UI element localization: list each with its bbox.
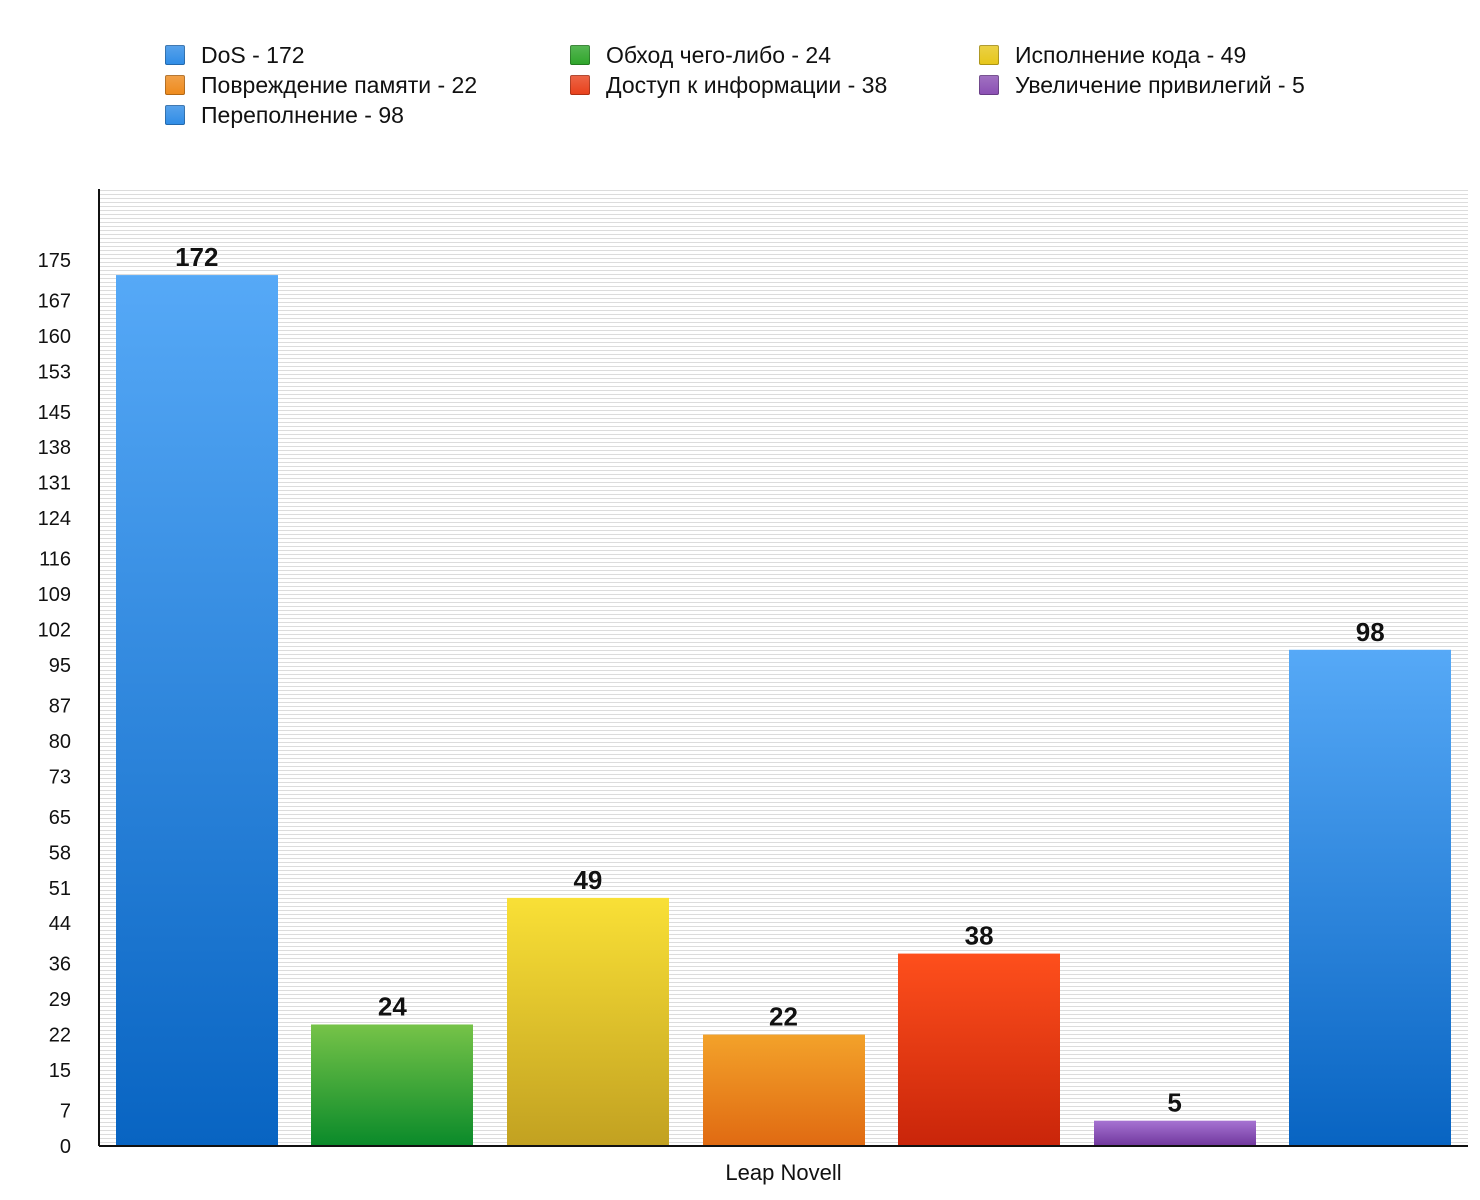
y-tick-label: 73	[49, 766, 71, 788]
y-tick-label: 51	[49, 878, 71, 900]
bar	[507, 897, 669, 1146]
bar-value-label: 49	[573, 865, 602, 895]
legend-swatch-code-exec	[979, 45, 999, 65]
y-tick-label: 153	[38, 361, 71, 383]
bar-value-label: 38	[965, 921, 994, 951]
y-tick-label: 0	[60, 1136, 71, 1158]
legend-label-info: Доступ к информации - 38	[606, 71, 888, 98]
chart-legend: DoS - 172 Обход чего-либо - 24 Исполнени…	[0, 0, 1480, 140]
bar	[703, 1034, 865, 1146]
legend-swatch-info	[570, 75, 590, 95]
bar	[898, 953, 1060, 1146]
y-tick-label: 7	[60, 1101, 71, 1123]
y-tick-label: 29	[49, 989, 71, 1011]
legend-label-overflow: Переполнение - 98	[201, 101, 404, 128]
legend-item-bypass: Обход чего-либо - 24	[570, 41, 831, 69]
y-tick-label: 145	[38, 402, 71, 424]
y-tick-label: 124	[38, 508, 71, 530]
y-tick-label: 138	[38, 437, 71, 459]
y-tick-label: 65	[49, 807, 71, 829]
y-tick-label: 116	[39, 549, 71, 571]
bar	[116, 275, 278, 1147]
legend-swatch-memory	[165, 75, 185, 95]
y-tick-label: 167	[38, 290, 71, 312]
legend-item-info: Доступ к информации - 38	[570, 71, 887, 99]
x-axis-label: Leap Novell	[725, 1160, 841, 1185]
bar	[311, 1024, 473, 1146]
y-tick-label: 109	[38, 584, 71, 606]
y-tick-label: 87	[49, 695, 71, 717]
legend-swatch-overflow	[165, 105, 185, 125]
legend-label-code-exec: Исполнение кода - 49	[1015, 41, 1247, 68]
legend-item-dos: DoS - 172	[165, 41, 305, 69]
y-tick-label: 102	[38, 620, 71, 642]
y-tick-label: 36	[49, 954, 71, 976]
legend-item-code-exec: Исполнение кода - 49	[979, 41, 1246, 69]
legend-item-privilege: Увеличение привилегий - 5	[979, 71, 1305, 99]
legend-swatch-dos	[165, 45, 185, 65]
y-tick-label: 80	[49, 731, 71, 753]
bar-value-label: 172	[175, 242, 218, 272]
legend-label-dos: DoS - 172	[201, 41, 305, 68]
bar	[1289, 649, 1451, 1146]
y-tick-label: 22	[49, 1025, 71, 1047]
legend-label-privilege: Увеличение привилегий - 5	[1015, 71, 1305, 98]
bar-value-label: 24	[378, 991, 407, 1021]
legend-label-bypass: Обход чего-либо - 24	[606, 41, 832, 68]
legend-swatch-bypass	[570, 45, 590, 65]
y-tick-label: 15	[49, 1060, 71, 1082]
legend-swatch-privilege	[979, 75, 999, 95]
bar-value-label: 5	[1167, 1088, 1181, 1118]
y-tick-label: 131	[38, 473, 71, 495]
legend-label-memory: Повреждение памяти - 22	[201, 71, 478, 98]
legend-item-overflow: Переполнение - 98	[165, 101, 404, 129]
y-tick-label: 175	[38, 250, 71, 272]
legend-item-memory: Повреждение памяти - 22	[165, 71, 477, 99]
bar	[1094, 1120, 1256, 1146]
bar-value-label: 22	[769, 1002, 798, 1032]
bar-value-label: 98	[1356, 617, 1385, 647]
y-tick-label: 58	[49, 842, 71, 864]
y-tick-label: 95	[49, 655, 71, 677]
y-tick-label: 160	[38, 326, 71, 348]
gridlines	[99, 190, 1468, 1143]
y-tick-label: 44	[49, 913, 71, 935]
